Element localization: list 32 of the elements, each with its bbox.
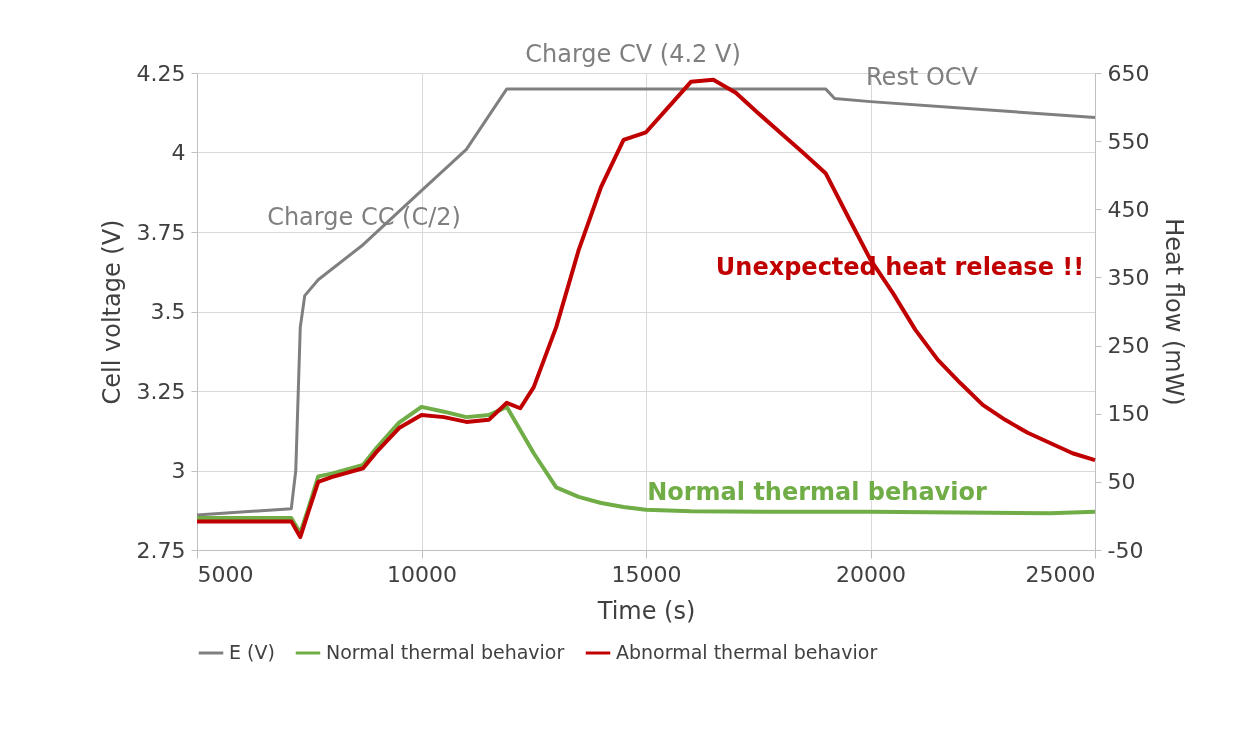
y2-axis-title: Heat flow (mW) xyxy=(1160,218,1189,406)
legend-label: E (V) xyxy=(229,641,275,663)
x-axis-title: Time (s) xyxy=(596,596,696,625)
legend-label: Abnormal thermal behavior xyxy=(616,641,878,663)
y-tick-label: 4.25 xyxy=(136,60,186,86)
annotation: Rest OCV xyxy=(866,63,979,91)
x-tick-label: 15000 xyxy=(611,561,682,587)
y2-tick-label: 350 xyxy=(1107,264,1150,290)
annotation: Normal thermal behavior xyxy=(647,478,987,506)
y-tick-label: 4 xyxy=(171,140,186,165)
y-tick-label: 3.25 xyxy=(136,378,186,404)
y2-tick-label: 450 xyxy=(1107,196,1150,222)
y-tick-label: 3.75 xyxy=(136,219,186,245)
line-series xyxy=(195,404,1097,535)
y2-tick-label: 550 xyxy=(1107,128,1150,154)
y2-tick-label: 150 xyxy=(1107,401,1150,427)
y2-tick-label: -50 xyxy=(1107,537,1144,563)
y-tick-label: 3.5 xyxy=(150,299,186,324)
text: Charge CV (4.2 V) xyxy=(525,40,741,68)
y2-tick-label: 50 xyxy=(1107,469,1136,495)
x-tick-label: 10000 xyxy=(387,561,457,587)
x-tick-label: 20000 xyxy=(836,561,906,587)
annotation: Unexpected heat release !! xyxy=(715,253,1085,281)
annotation: Charge CC (C/2) xyxy=(267,203,461,231)
x-tick-label: 25000 xyxy=(1025,561,1096,587)
y-axis-title: Cell voltage (V) xyxy=(97,219,126,405)
legend-label: Normal thermal behavior xyxy=(326,641,565,663)
y2-tick-label: 650 xyxy=(1107,60,1150,86)
y-tick-label: 3 xyxy=(171,458,186,483)
y2-tick-label: 250 xyxy=(1107,333,1150,359)
x-tick-label: 5000 xyxy=(197,561,254,587)
y-tick-label: 2.75 xyxy=(136,537,186,563)
